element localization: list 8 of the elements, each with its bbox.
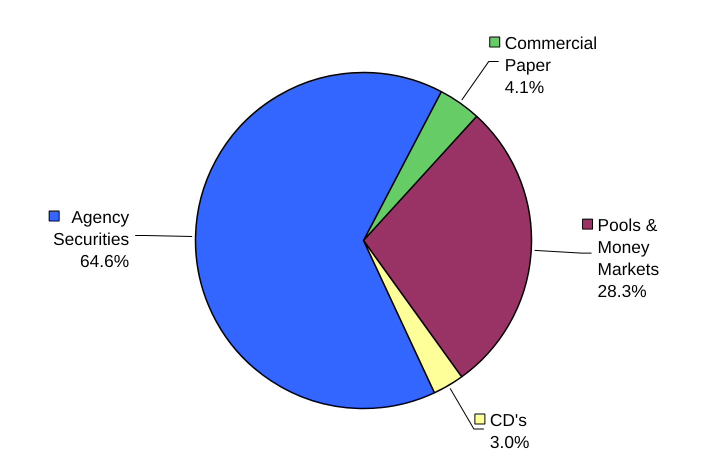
legend-label: Commercial Paper — [504, 33, 598, 76]
data-label: 4.1% — [504, 77, 544, 98]
legend-label: Agency Securities — [53, 206, 130, 249]
data-label: 3.0% — [490, 432, 530, 452]
data-label: 28.3% — [598, 281, 647, 302]
legend-label: CD's — [490, 410, 528, 430]
legend-label: Pools & Money Markets — [598, 215, 660, 280]
data-label: 64.6% — [80, 250, 130, 271]
